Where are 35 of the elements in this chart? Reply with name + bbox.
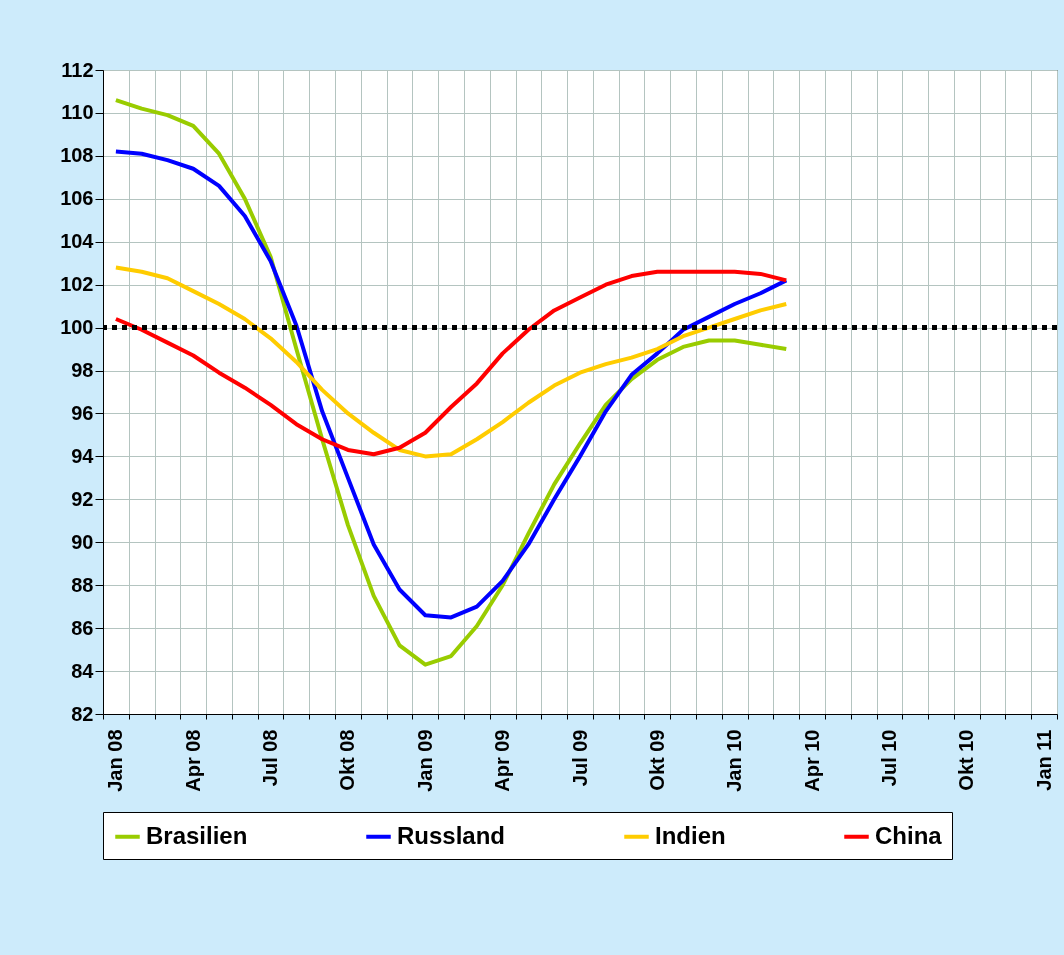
x-tick-label: Apr 09 [491, 729, 514, 792]
line-series [113, 149, 789, 620]
y-tick-label: 106 [60, 187, 94, 210]
y-tick-label: 112 [61, 58, 94, 81]
x-tick-label: Jul 08 [259, 729, 282, 787]
y-tick-label: 86 [71, 616, 94, 639]
legend-label: China [875, 821, 943, 849]
x-tick-label: Jan 10 [723, 729, 746, 792]
x-tick-label: Jan 11 [1032, 729, 1055, 791]
y-tick-label: 96 [71, 401, 94, 424]
y-tick-label: 82 [71, 702, 94, 725]
y-tick-label: 92 [71, 487, 94, 510]
x-tick-label: Okt 08 [336, 729, 359, 791]
y-tick-label: 102 [60, 273, 94, 296]
y-tick-label: 104 [60, 230, 95, 253]
x-tick-label: Jul 09 [568, 729, 591, 787]
line-series [113, 98, 789, 667]
x-tick-label: Jan 08 [104, 729, 127, 792]
y-tick-label: 100 [60, 316, 94, 339]
legend-label: Brasilien [146, 821, 248, 849]
x-tick-label: Jul 10 [877, 729, 900, 787]
x-tick-label: Okt 09 [645, 729, 668, 791]
y-tick-label: 108 [60, 144, 94, 167]
y-tick-label: 94 [71, 444, 95, 467]
legend-label: Indien [655, 821, 726, 849]
x-tick-label: Apr 10 [800, 729, 823, 792]
y-tick-label: 110 [61, 101, 94, 124]
y-tick-label: 98 [71, 359, 94, 382]
y-tick-label: 84 [71, 659, 95, 682]
y-tick-label: 90 [71, 530, 94, 553]
x-tick-label: Jan 09 [413, 729, 436, 792]
x-tick-label: Okt 10 [955, 729, 978, 791]
legend-label: Russland [397, 821, 506, 849]
x-tick-label: Apr 08 [181, 729, 204, 792]
y-tick-label: 88 [71, 573, 94, 596]
